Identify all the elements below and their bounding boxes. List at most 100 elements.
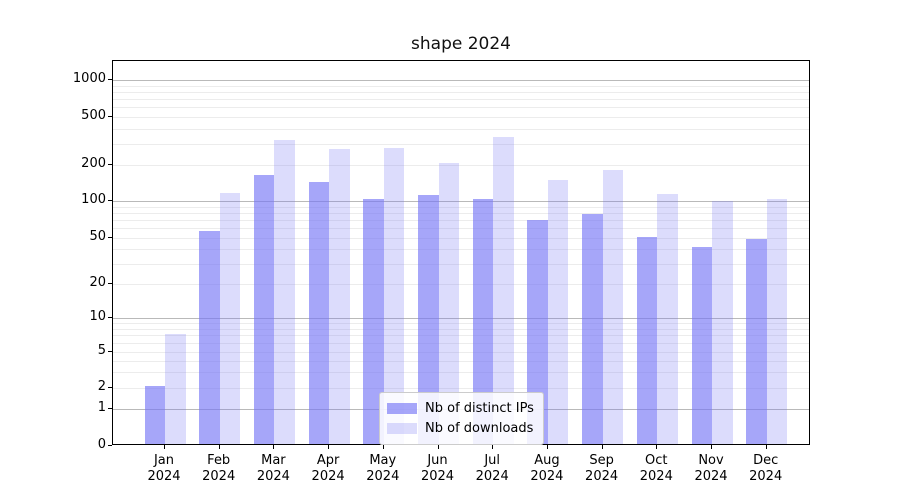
x-tick-jun — [437, 445, 439, 449]
minor-gridline-70 — [113, 220, 809, 222]
bar-distinct-ips-nov — [691, 247, 712, 444]
y-tick-1 — [108, 408, 112, 409]
x-tick-label-may: May 2024 — [366, 453, 400, 484]
bar-downloads-oct — [657, 193, 678, 444]
legend-label-downloads: Nb of downloads — [425, 420, 534, 436]
legend-item-downloads: Nb of downloads — [387, 418, 534, 438]
minor-gridline-3 — [113, 372, 809, 374]
minor-gridline-20 — [113, 284, 809, 285]
bar-downloads-jun — [438, 163, 459, 444]
x-tick-jul — [492, 445, 494, 449]
bar-distinct-ips-apr — [308, 181, 330, 444]
bar-downloads-sep — [602, 169, 624, 444]
major-gridline-100 — [113, 201, 809, 202]
minor-gridline-500 — [113, 117, 809, 118]
x-tick-label-jan: Jan 2024 — [147, 453, 181, 484]
x-tick-nov — [711, 445, 712, 449]
bar-distinct-ips-jul — [472, 199, 494, 444]
x-tick-label-oct: Oct 2024 — [639, 453, 673, 484]
y-tick-label-0: 0 — [97, 437, 106, 452]
y-tick-label-200: 200 — [81, 156, 106, 171]
bar-downloads-apr — [329, 149, 350, 444]
x-tick-aug — [546, 445, 548, 449]
y-tick-50 — [108, 237, 112, 238]
bar-downloads-nov — [712, 201, 733, 444]
minor-gridline-90 — [113, 206, 809, 208]
minor-gridline-7 — [113, 335, 809, 337]
x-tick-label-feb: Feb 2024 — [202, 453, 236, 484]
minor-gridline-700 — [113, 99, 809, 101]
y-tick-label-5: 5 — [97, 343, 106, 358]
minor-gridline-900 — [113, 85, 809, 87]
y-tick-label-1000: 1000 — [72, 71, 106, 86]
minor-gridline-40 — [113, 249, 809, 251]
y-tick-0 — [108, 445, 112, 446]
bar-distinct-ips-feb — [199, 230, 220, 444]
x-tick-sep — [601, 445, 603, 449]
major-gridline-10 — [113, 318, 809, 319]
x-tick-label-aug: Aug 2024 — [530, 453, 564, 484]
x-tick-label-nov: Nov 2024 — [694, 453, 728, 484]
y-tick-2 — [108, 387, 112, 388]
minor-gridline-2 — [113, 388, 809, 389]
bar-distinct-ips-jan — [144, 386, 165, 444]
x-tick-label-dec: Dec 2024 — [749, 453, 783, 484]
x-tick-apr — [328, 445, 330, 449]
y-tick-100 — [108, 200, 112, 201]
x-tick-dec — [765, 445, 767, 449]
minor-gridline-30 — [113, 263, 809, 265]
bar-distinct-ips-jun — [418, 195, 439, 444]
minor-gridline-400 — [113, 128, 809, 130]
major-gridline-1000 — [113, 80, 809, 81]
y-tick-10 — [108, 317, 112, 318]
bar-downloads-may — [383, 148, 405, 444]
x-tick-label-sep: Sep 2024 — [585, 453, 619, 484]
x-tick-label-mar: Mar 2024 — [256, 453, 290, 484]
y-tick-500 — [108, 116, 112, 117]
legend-label-distinct-ips: Nb of distinct IPs — [425, 400, 534, 416]
minor-gridline-600 — [113, 107, 809, 109]
bar-downloads-mar — [274, 140, 295, 444]
x-tick-label-jun: Jun 2024 — [420, 453, 455, 484]
minor-gridline-5 — [113, 352, 809, 353]
y-tick-label-10: 10 — [89, 309, 106, 324]
minor-gridline-8 — [113, 328, 809, 330]
x-tick-oct — [656, 445, 658, 449]
bar-distinct-ips-mar — [253, 174, 275, 444]
minor-gridline-80 — [113, 212, 809, 214]
y-tick-label-2: 2 — [97, 379, 106, 394]
x-tick-jan — [164, 445, 165, 449]
minor-gridline-6 — [113, 343, 809, 345]
y-tick-label-20: 20 — [89, 275, 106, 290]
minor-gridline-800 — [113, 91, 809, 93]
bar-downloads-jul — [493, 136, 514, 444]
plot-area: Nb of distinct IPs Nb of downloads — [112, 60, 810, 445]
minor-gridline-9 — [113, 323, 809, 325]
y-tick-label-500: 500 — [81, 108, 106, 123]
chart-title: shape 2024 — [411, 34, 511, 54]
legend-swatch-downloads — [387, 422, 417, 434]
bar-downloads-dec — [766, 199, 788, 444]
bar-distinct-ips-oct — [636, 237, 658, 444]
minor-gridline-200 — [113, 165, 809, 166]
legend-swatch-distinct-ips — [387, 402, 417, 414]
y-tick-20 — [108, 283, 112, 284]
y-tick-5 — [108, 351, 112, 352]
minor-gridline-60 — [113, 228, 809, 230]
x-tick-may — [382, 445, 384, 449]
bar-distinct-ips-aug — [527, 220, 548, 444]
minor-gridline-4 — [113, 360, 809, 362]
minor-gridline-300 — [113, 143, 809, 145]
bar-distinct-ips-may — [363, 199, 384, 444]
y-tick-200 — [108, 164, 112, 165]
x-tick-mar — [273, 445, 275, 449]
x-tick-label-apr: Apr 2024 — [311, 453, 345, 484]
bar-distinct-ips-sep — [582, 214, 603, 444]
y-tick-1000 — [108, 79, 112, 80]
y-tick-label-1: 1 — [97, 400, 106, 415]
minor-gridline-50 — [113, 238, 809, 239]
y-tick-label-100: 100 — [81, 192, 106, 207]
legend: Nb of distinct IPs Nb of downloads — [379, 392, 544, 445]
bar-distinct-ips-dec — [746, 239, 767, 444]
